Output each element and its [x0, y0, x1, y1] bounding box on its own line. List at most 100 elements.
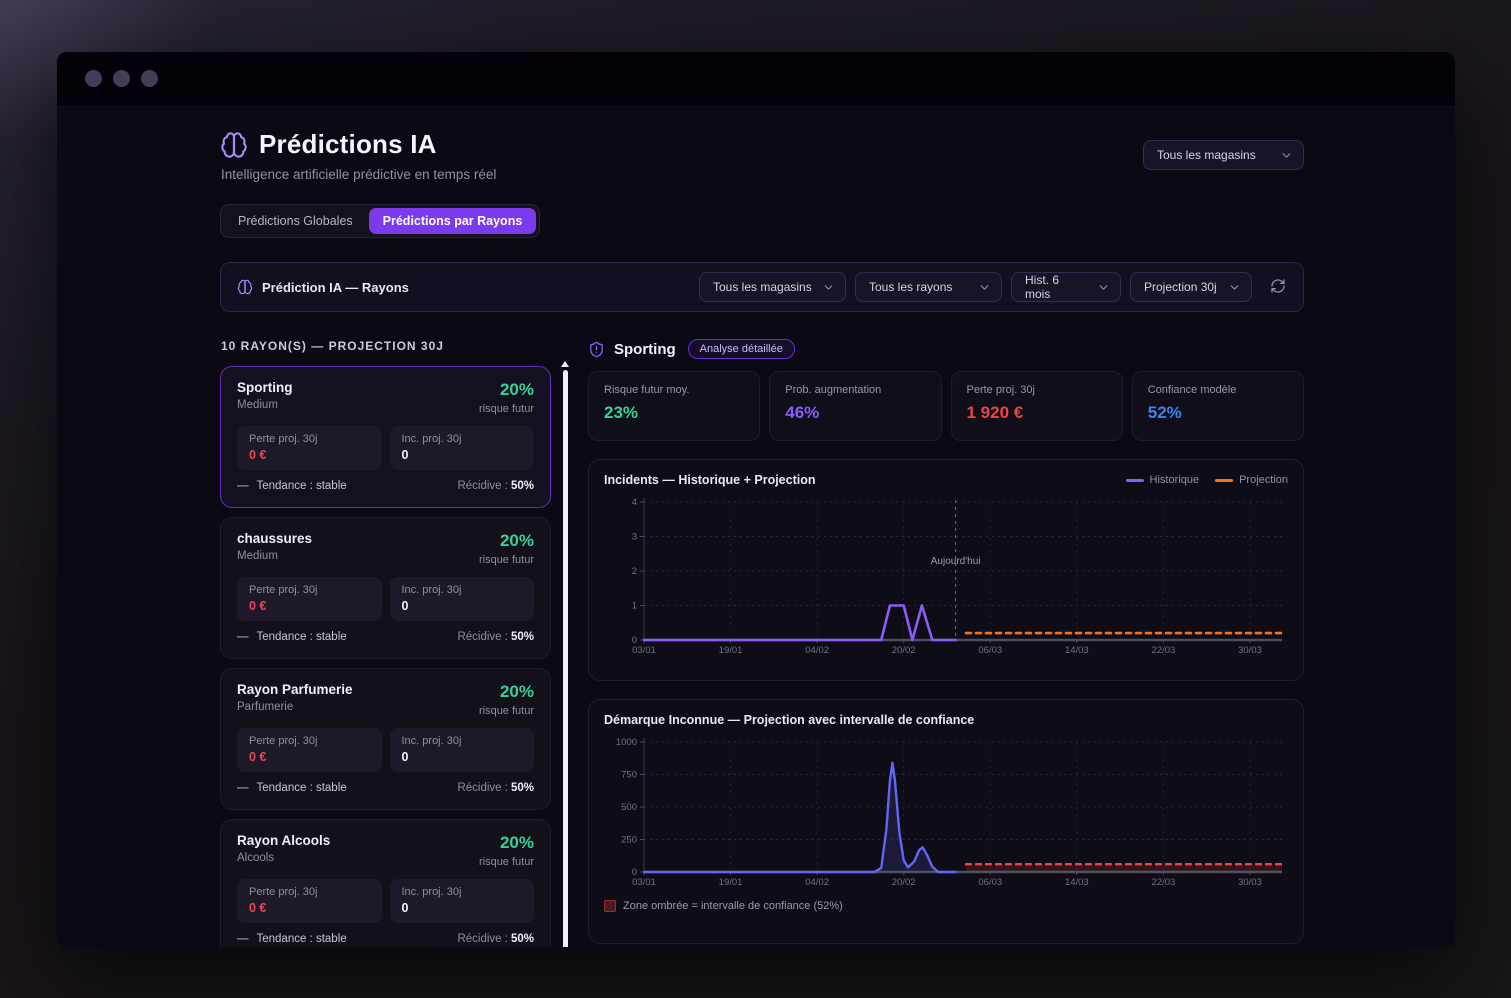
- rayon-name: Rayon Alcools: [237, 833, 330, 848]
- rayon-risk-label: risque futur: [479, 705, 534, 717]
- rayon-card-alcools[interactable]: Rayon Alcools Alcools 20% risque futur P…: [220, 819, 551, 947]
- scroll-up-icon[interactable]: [561, 361, 569, 367]
- svg-text:14/03: 14/03: [1065, 645, 1089, 656]
- shield-alert-icon: [588, 341, 605, 358]
- detail-panel: Sporting Analyse détaillée Risque futur …: [588, 337, 1304, 947]
- svg-text:2: 2: [632, 566, 637, 577]
- stat-card-prob-augmentation: Prob. augmentation 46%: [769, 371, 941, 441]
- refresh-button[interactable]: [1261, 273, 1289, 301]
- filter-select-historique[interactable]: Hist. 6 mois: [1011, 272, 1121, 302]
- filter-select-projection[interactable]: Projection 30j: [1130, 272, 1252, 302]
- brain-icon: [220, 131, 248, 159]
- incidents-chart-title: Incidents — Historique + Projection: [604, 473, 816, 487]
- store-filter-value: Tous les magasins: [1157, 148, 1256, 162]
- rayon-card-parfumerie[interactable]: Rayon Parfumerie Parfumerie 20% risque f…: [220, 668, 551, 810]
- incident-projection-box: Inc. proj. 30j 0: [390, 879, 535, 923]
- trend-stable-icon: —: [237, 782, 249, 794]
- demarque-chart-title: Démarque Inconnue — Projection avec inte…: [604, 713, 974, 727]
- svg-text:1000: 1000: [616, 737, 637, 748]
- svg-text:06/03: 06/03: [978, 645, 1002, 656]
- rayon-risk-value: 20%: [479, 682, 534, 702]
- loss-projection-box: Perte proj. 30j 0 €: [237, 577, 382, 621]
- rayon-category: Medium: [237, 399, 293, 411]
- window-dot-close[interactable]: [85, 70, 102, 87]
- demarque-chart: 0250500750100003/0119/0104/0220/0206/031…: [604, 732, 1290, 892]
- page-content: Prédictions IA Intelligence artificielle…: [57, 105, 1455, 947]
- rayon-name: chaussures: [237, 531, 312, 546]
- rayon-risk-label: risque futur: [479, 403, 534, 415]
- tab-predictions-par-rayons[interactable]: Prédictions par Rayons: [369, 208, 537, 234]
- page-title: Prédictions IA: [259, 129, 437, 160]
- rayon-risk-label: risque futur: [479, 856, 534, 868]
- rayon-category: Medium: [237, 550, 312, 562]
- trend-label: Tendance : stable: [257, 480, 347, 492]
- rayons-list-header: 10 RAYON(S) — PROJECTION 30J: [221, 339, 565, 353]
- svg-text:Aujourd'hui: Aujourd'hui: [931, 556, 981, 567]
- svg-text:19/01: 19/01: [719, 645, 743, 656]
- legend-swatch-historique: [1126, 479, 1144, 482]
- incidents-chart: 0123403/0119/0104/0220/0206/0314/0322/03…: [604, 492, 1290, 660]
- store-filter-select[interactable]: Tous les magasins: [1143, 140, 1304, 170]
- svg-text:30/03: 30/03: [1238, 645, 1262, 656]
- trend-stable-icon: —: [237, 933, 249, 945]
- chevron-down-icon: [1228, 281, 1241, 294]
- rayon-name: Sporting: [237, 380, 293, 395]
- trend-stable-icon: —: [237, 631, 249, 643]
- page-header: Prédictions IA Intelligence artificielle…: [220, 129, 1304, 182]
- main-area: 10 RAYON(S) — PROJECTION 30J Sporting Me…: [220, 337, 1304, 947]
- svg-text:22/03: 22/03: [1152, 645, 1176, 656]
- rayons-toolbar: Prédiction IA — Rayons Tous les magasins…: [220, 262, 1304, 312]
- incident-projection-box: Inc. proj. 30j 0: [390, 577, 535, 621]
- svg-text:4: 4: [632, 497, 637, 508]
- incidents-chart-card: Incidents — Historique + Projection Hist…: [588, 459, 1304, 681]
- svg-text:20/02: 20/02: [892, 645, 916, 656]
- filter-select-magasins[interactable]: Tous les magasins: [699, 272, 846, 302]
- detail-title: Sporting: [614, 341, 676, 358]
- svg-text:250: 250: [621, 835, 637, 846]
- legend-item-projection: Projection: [1215, 474, 1288, 486]
- detail-badge: Analyse détaillée: [688, 339, 795, 359]
- trend-label: Tendance : stable: [257, 933, 347, 945]
- rayons-list: Sporting Medium 20% risque futur Perte p…: [220, 366, 565, 947]
- legend-item-historique: Historique: [1126, 474, 1200, 486]
- chevron-down-icon: [822, 281, 835, 294]
- chevron-down-icon: [1280, 149, 1293, 162]
- window-dot-minimize[interactable]: [113, 70, 130, 87]
- chart-legend: Historique Projection: [1126, 474, 1288, 486]
- loss-projection-box: Perte proj. 30j 0 €: [237, 879, 382, 923]
- svg-text:750: 750: [621, 770, 637, 781]
- refresh-icon: [1270, 282, 1286, 297]
- scrollbar-thumb[interactable]: [563, 370, 568, 947]
- loss-projection-box: Perte proj. 30j 0 €: [237, 728, 382, 772]
- svg-text:03/01: 03/01: [632, 645, 656, 656]
- svg-text:1: 1: [632, 601, 637, 612]
- rayon-category: Parfumerie: [237, 701, 353, 713]
- rayon-risk-value: 20%: [479, 531, 534, 551]
- svg-text:19/01: 19/01: [719, 877, 743, 888]
- svg-text:04/02: 04/02: [805, 645, 829, 656]
- svg-text:30/03: 30/03: [1238, 877, 1262, 888]
- svg-text:500: 500: [621, 802, 637, 813]
- stat-card-confiance-modele: Confiance modèle 52%: [1132, 371, 1304, 441]
- trend-label: Tendance : stable: [257, 782, 347, 794]
- stats-row: Risque futur moy. 23% Prob. augmentation…: [588, 371, 1304, 441]
- incident-projection-box: Inc. proj. 30j 0: [390, 728, 535, 772]
- chevron-down-icon: [978, 281, 991, 294]
- tab-predictions-globales[interactable]: Prédictions Globales: [224, 208, 367, 234]
- confidence-note: Zone ombrée = intervalle de confiance (5…: [604, 900, 1288, 912]
- demarque-chart-card: Démarque Inconnue — Projection avec inte…: [588, 699, 1304, 944]
- filter-select-rayons[interactable]: Tous les rayons: [855, 272, 1002, 302]
- rayon-card-chaussures[interactable]: chaussures Medium 20% risque futur Perte…: [220, 517, 551, 659]
- rayon-risk-value: 20%: [479, 833, 534, 853]
- stat-value: 46%: [785, 403, 925, 423]
- trend-stable-icon: —: [237, 480, 249, 492]
- view-tabs: Prédictions Globales Prédictions par Ray…: [220, 204, 540, 238]
- recurrence: Récidive :50%: [457, 782, 534, 794]
- svg-text:03/01: 03/01: [632, 877, 656, 888]
- svg-text:22/03: 22/03: [1152, 877, 1176, 888]
- svg-text:14/03: 14/03: [1065, 877, 1089, 888]
- rayon-card-sporting[interactable]: Sporting Medium 20% risque futur Perte p…: [220, 366, 551, 508]
- svg-text:04/02: 04/02: [805, 877, 829, 888]
- rayons-list-panel: 10 RAYON(S) — PROJECTION 30J Sporting Me…: [220, 337, 565, 947]
- window-dot-maximize[interactable]: [141, 70, 158, 87]
